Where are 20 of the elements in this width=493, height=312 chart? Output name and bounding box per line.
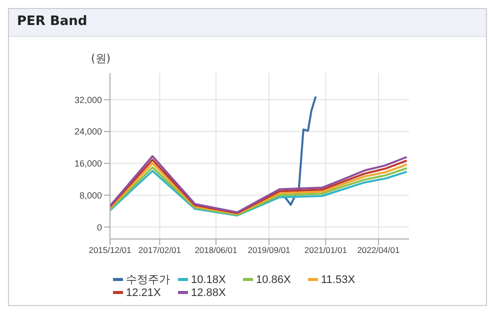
y-axis-title: (원): [91, 51, 111, 66]
x-tick-label: 2021/01/01: [304, 245, 348, 256]
x-tick-label: 2022/04/01: [357, 245, 400, 256]
x-tick-label: 2017/02/01: [138, 245, 182, 256]
legend-label: 10.86X: [256, 274, 291, 286]
legend-label: 12.88X: [191, 286, 226, 298]
y-tick-label: 0: [96, 222, 102, 232]
x-tick-label: 2018/06/01: [194, 245, 238, 256]
chart-title: PER Band: [17, 14, 88, 29]
legend-label: 수정주가: [126, 273, 170, 287]
legend-label: 11.53X: [321, 274, 356, 286]
y-tick-label: 32,000: [74, 94, 102, 105]
x-tick-label: 2015/12/01: [88, 245, 132, 256]
x-tick-label: 2019/09/01: [248, 245, 291, 256]
legend-label: 12.21X: [126, 286, 161, 298]
line-series: [281, 95, 317, 206]
legend-label: 10.18X: [191, 274, 226, 286]
y-tick-label: 16,000: [74, 158, 102, 169]
y-tick-label: 24,000: [74, 126, 102, 137]
y-tick-label: 8,000: [79, 190, 102, 200]
